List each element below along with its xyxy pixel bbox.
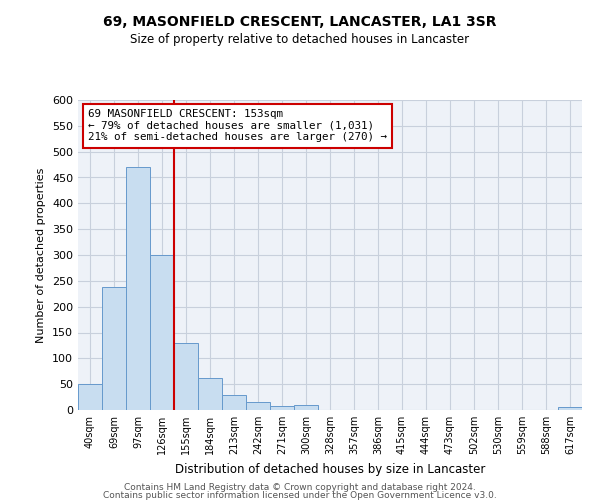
Bar [294, 405, 318, 410]
Bar [558, 408, 582, 410]
Bar [150, 255, 174, 410]
Text: Size of property relative to detached houses in Lancaster: Size of property relative to detached ho… [130, 32, 470, 46]
Bar [126, 167, 150, 410]
Bar [270, 406, 294, 410]
Bar [102, 287, 126, 410]
Text: Contains public sector information licensed under the Open Government Licence v3: Contains public sector information licen… [103, 491, 497, 500]
Text: 69, MASONFIELD CRESCENT, LANCASTER, LA1 3SR: 69, MASONFIELD CRESCENT, LANCASTER, LA1 … [103, 15, 497, 29]
Text: Contains HM Land Registry data © Crown copyright and database right 2024.: Contains HM Land Registry data © Crown c… [124, 482, 476, 492]
X-axis label: Distribution of detached houses by size in Lancaster: Distribution of detached houses by size … [175, 462, 485, 475]
Bar [198, 378, 222, 410]
Y-axis label: Number of detached properties: Number of detached properties [37, 168, 46, 342]
Bar [246, 402, 270, 410]
Bar [174, 343, 198, 410]
Text: 69 MASONFIELD CRESCENT: 153sqm
← 79% of detached houses are smaller (1,031)
21% : 69 MASONFIELD CRESCENT: 153sqm ← 79% of … [88, 110, 387, 142]
Bar [78, 384, 102, 410]
Bar [222, 394, 246, 410]
